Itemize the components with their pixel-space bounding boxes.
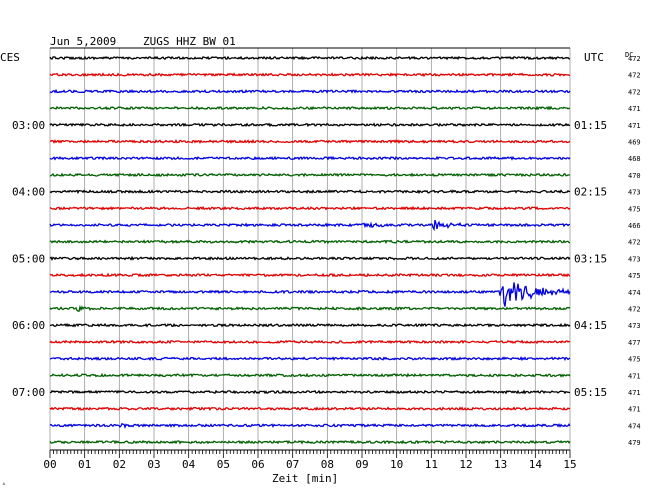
x-tick-label: 12 <box>459 458 472 471</box>
dc-offset-label: 470 <box>628 172 641 180</box>
dc-offset-label: 474 <box>628 422 641 430</box>
seismogram-trace <box>49 155 571 161</box>
seismogram-trace <box>49 219 571 232</box>
x-tick-label: 14 <box>529 458 543 471</box>
seismogram-trace <box>49 304 571 312</box>
station-label: ZUGS HHZ BW 01 <box>143 35 236 48</box>
dc-offset-label: 471 <box>628 389 641 397</box>
x-tick-label: 04 <box>182 458 196 471</box>
utc-time-label: 01:15 <box>574 119 607 132</box>
local-time-label: 05:00 <box>12 252 45 265</box>
dc-offset-label: 472 <box>628 72 641 80</box>
utc-time-label: 03:15 <box>574 252 607 265</box>
x-tick-label: 00 <box>43 458 56 471</box>
dc-offset-label: 472 <box>628 239 641 247</box>
local-time-label: 07:00 <box>12 386 45 399</box>
dc-offset-label: 475 <box>628 356 641 364</box>
seismogram-trace <box>49 282 571 307</box>
dc-offset-label: 475 <box>628 272 641 280</box>
local-zone-label: CES <box>0 51 20 64</box>
x-tick-label: 03 <box>147 458 160 471</box>
trace-layer <box>49 55 571 445</box>
local-time-label: 06:00 <box>12 319 45 332</box>
seismogram-trace <box>49 406 571 412</box>
seismogram-trace <box>49 88 571 94</box>
x-tick-label: 01 <box>78 458 91 471</box>
x-axis-label: Zeit [min] <box>272 472 338 485</box>
x-tick-label: 11 <box>425 458 438 471</box>
seismogram-trace <box>49 339 571 345</box>
utc-time-label: 02:15 <box>574 186 607 199</box>
dc-offset-label: 471 <box>628 105 641 113</box>
dc-offset-label: 473 <box>628 255 641 263</box>
local-time-label: 04:00 <box>12 186 45 199</box>
seismogram-trace <box>49 239 571 245</box>
dc-offset-label: 473 <box>628 322 641 330</box>
utc-time-label: 05:15 <box>574 386 607 399</box>
dc-offset-label: 475 <box>628 205 641 213</box>
seismogram-trace <box>49 389 571 395</box>
seismogram-trace <box>49 372 571 378</box>
seismogram-trace <box>49 322 571 328</box>
dc-offset-label: 477 <box>628 339 641 347</box>
x-tick-label: 07 <box>286 458 299 471</box>
seismogram-trace <box>50 138 571 145</box>
dc-offset-label: 474 <box>628 289 641 297</box>
seismogram-trace <box>49 72 571 78</box>
x-tick-label: 05 <box>217 458 230 471</box>
x-tick-label: 06 <box>251 458 264 471</box>
dc-offset-label: 479 <box>628 439 641 447</box>
dc-offset-label: 471 <box>628 122 641 130</box>
x-tick-label: 13 <box>494 458 507 471</box>
seismogram-trace <box>49 172 571 178</box>
local-time-label: 03:00 <box>12 119 45 132</box>
dc-offset-label: 473 <box>628 189 641 197</box>
dc-offset-label: 471 <box>628 372 641 380</box>
seismogram-trace <box>49 122 571 128</box>
seismogram-trace <box>49 189 571 195</box>
dc-offset-label: 472 <box>628 88 641 96</box>
seismogram-trace <box>49 272 571 278</box>
x-tick-label: 09 <box>355 458 368 471</box>
seismogram-trace <box>49 105 571 111</box>
seismogram-trace <box>49 255 571 261</box>
utc-zone-label: UTC <box>584 51 604 64</box>
corner-mark: ᴬ <box>2 482 6 489</box>
dc-offset-label: 466 <box>628 222 641 230</box>
x-tick-label: 08 <box>321 458 334 471</box>
x-axis: 00 01 02 03 04 05 06 07 08 09 10 11 12 13 14 15 <box>43 450 577 471</box>
seismogram-trace <box>49 439 571 445</box>
seismogram-trace <box>49 205 571 211</box>
dc-offset-label: 469 <box>628 139 641 147</box>
seismogram-trace <box>49 356 571 362</box>
dc-header-label: DC <box>625 51 633 59</box>
x-tick-label: 02 <box>113 458 126 471</box>
dc-offset-label: 468 <box>628 155 641 163</box>
dc-offset-label: 472 <box>628 55 641 63</box>
x-tick-label: 15 <box>563 458 576 471</box>
dc-offset-label: 472 <box>628 306 641 314</box>
utc-time-label: 04:15 <box>574 319 607 332</box>
seismogram-trace <box>49 422 571 429</box>
time-labels: 472 472 472 471 471 469 468 470 473 475 466 472 473 4… <box>12 55 641 447</box>
seismogram-trace <box>49 55 571 61</box>
dc-offset-label: 471 <box>628 406 641 414</box>
x-tick-label: 10 <box>390 458 403 471</box>
record-date: Jun 5,2009 <box>50 35 116 48</box>
